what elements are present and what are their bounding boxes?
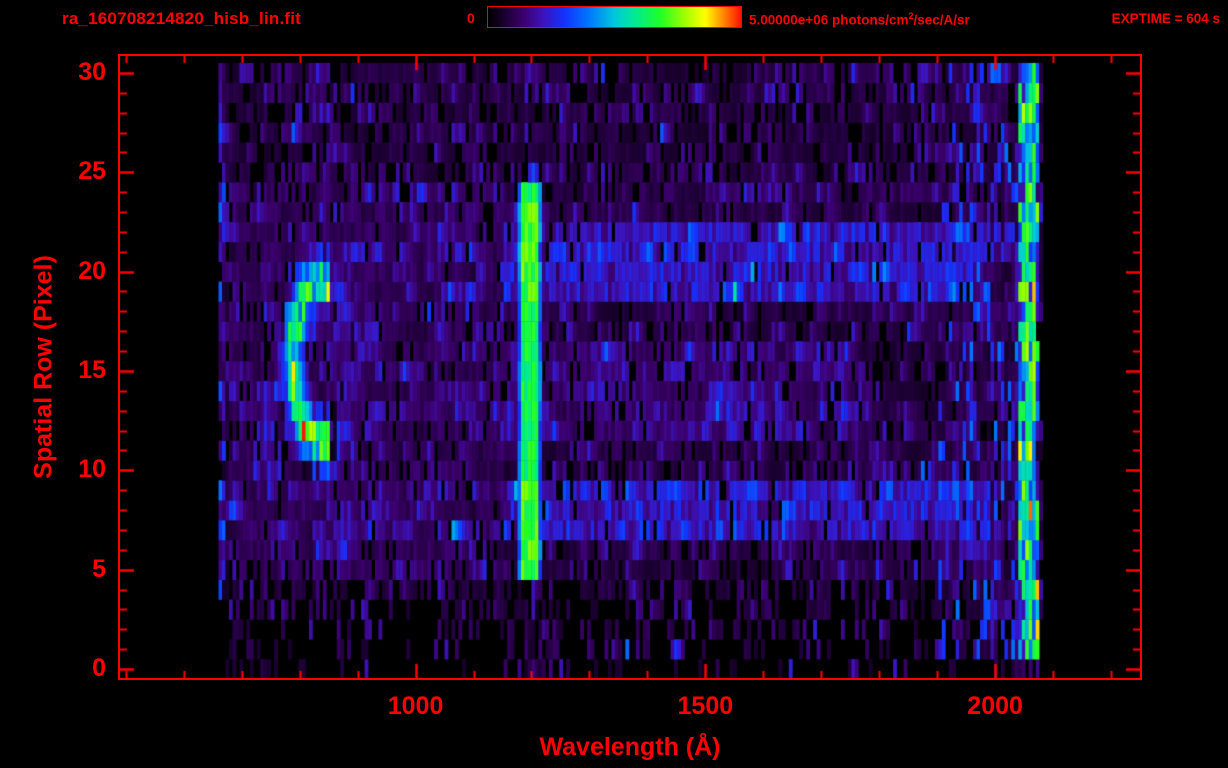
y-tick-label: 30 [78,57,106,86]
y-tick-label: 15 [78,355,106,384]
colorbar-min-label: 0 [467,10,475,26]
x-tick-label: 2000 [967,692,1023,720]
x-tick-label: 1000 [387,692,444,720]
colorbar-max-label: 5.00000e+06 photons/cm2/sec/A/sr [749,11,970,28]
y-tick-label: 0 [92,654,106,683]
y-tick-label: 25 [78,157,106,186]
y-tick-label: 5 [92,554,106,583]
colorbar-max-prefix: 5.00000e+06 photons/cm [749,12,909,28]
plot-frame [118,54,1142,680]
file-title: ra_160708214820_hisb_lin.fit [62,9,302,28]
colorbar-max-sup: 2 [908,11,914,21]
y-tick-label: 20 [78,256,106,285]
spectrogram-canvas [120,56,1140,678]
y-axis-title: Spatial Row (Pixel) [29,255,58,479]
colorbar-max-suffix: /sec/A/sr [913,12,970,28]
x-axis-title: Wavelength (Å) [539,733,721,761]
y-tick-label: 10 [78,455,106,484]
x-tick-label: 1500 [677,692,734,720]
exptime-label: EXPTIME = 604 s [1111,11,1220,26]
colorbar [487,6,742,28]
